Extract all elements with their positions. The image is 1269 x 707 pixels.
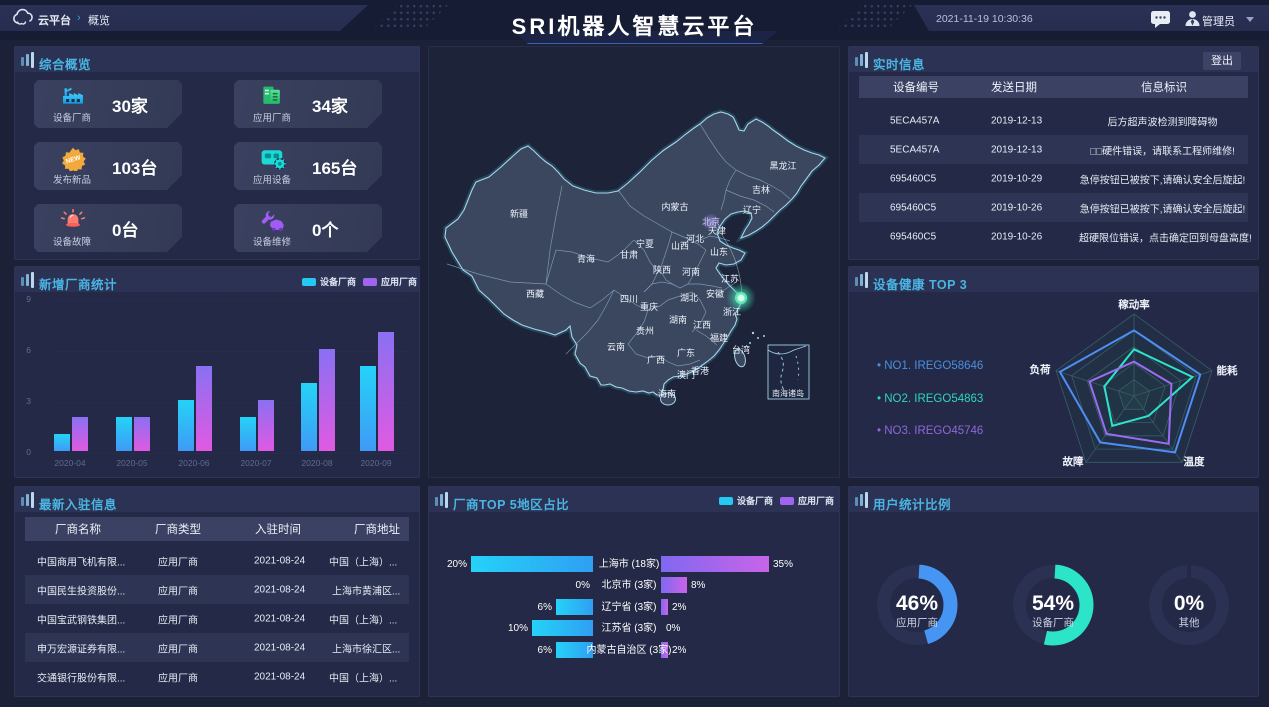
- svg-text:海南: 海南: [658, 388, 676, 399]
- svg-text:湖南: 湖南: [669, 314, 687, 325]
- svg-text:河北: 河北: [686, 233, 704, 244]
- svg-text:江西: 江西: [693, 320, 711, 330]
- svg-text:广东: 广东: [677, 347, 695, 358]
- svg-text:新疆: 新疆: [510, 208, 528, 219]
- svg-text:江苏: 江苏: [721, 273, 739, 284]
- svg-text:吉林: 吉林: [752, 184, 770, 195]
- svg-text:陕西: 陕西: [653, 264, 671, 275]
- svg-text:河南: 河南: [682, 266, 700, 277]
- svg-text:能耗: 能耗: [1217, 364, 1239, 377]
- svg-text:辽宁: 辽宁: [743, 204, 761, 215]
- svg-text:广西: 广西: [647, 354, 665, 365]
- svg-text:云南: 云南: [607, 341, 625, 352]
- svg-text:负荷: 负荷: [1030, 363, 1052, 376]
- svg-text:重庆: 重庆: [640, 301, 658, 312]
- svg-text:故障: 故障: [1063, 455, 1085, 468]
- svg-text:浙江: 浙江: [723, 306, 741, 317]
- svg-text:台湾: 台湾: [732, 344, 750, 355]
- svg-text:山西: 山西: [671, 241, 689, 251]
- svg-text:宁夏: 宁夏: [636, 238, 654, 249]
- svg-text:青海: 青海: [577, 253, 595, 264]
- svg-text:四川: 四川: [620, 294, 638, 304]
- svg-text:稼动率: 稼动率: [1118, 298, 1150, 311]
- svg-text:内蒙古: 内蒙古: [661, 201, 688, 212]
- svg-text:西藏: 西藏: [526, 288, 544, 299]
- svg-text:山东: 山东: [710, 246, 728, 257]
- svg-text:甘肃: 甘肃: [620, 249, 638, 260]
- svg-text:福建: 福建: [710, 332, 728, 343]
- svg-text:天津: 天津: [708, 226, 726, 236]
- svg-text:安徽: 安徽: [706, 288, 724, 299]
- svg-text:温度: 温度: [1184, 455, 1206, 468]
- svg-text:黑龙江: 黑龙江: [769, 160, 796, 171]
- svg-text:湖北: 湖北: [680, 293, 698, 303]
- svg-text:北京: 北京: [702, 216, 720, 227]
- svg-text:贵州: 贵州: [636, 325, 654, 336]
- svg-text:NEW: NEW: [65, 154, 82, 166]
- svg-text:澳门: 澳门: [677, 369, 695, 380]
- svg-text:南海诸岛: 南海诸岛: [772, 388, 804, 398]
- svg-text:香港: 香港: [691, 365, 709, 376]
